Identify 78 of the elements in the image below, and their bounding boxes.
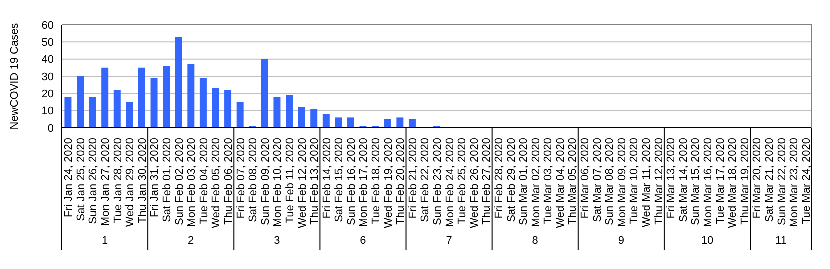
text: 2 [188, 235, 194, 247]
x-tick-label: Thu Feb 20, 2020 [395, 138, 408, 225]
x-tick-label: Tue Feb 18, 2020 [370, 138, 383, 224]
x-tick-label: Mon Feb 10, 2020 [272, 138, 284, 228]
x-tick-label: Sat Mar 21, 2020 [764, 138, 776, 222]
x-tick-label: Mon Mar 09, 2020 [616, 138, 628, 228]
x-tick-label: Sun Mar 22, 2020 [776, 138, 788, 226]
x-tick-label: Sat Mar 07, 2020 [592, 138, 604, 222]
x-tick-label: Fri Mar 13, 2020 [666, 138, 678, 219]
x-tick-label: Tue Mar 03, 2020 [542, 138, 555, 224]
x-tick-label: Sun Feb 23, 2020 [432, 138, 444, 226]
x-tick-label: Mon Feb 03, 2020 [186, 138, 198, 228]
x-tick-label: Tue Jan 28, 2020 [112, 138, 124, 224]
x-tick-label: Fri Feb 28, 2020 [493, 138, 506, 219]
x-tick-label: Sun Mar 08, 2020 [604, 138, 616, 226]
x-tick-label: Sun Mar 01, 2020 [518, 138, 530, 226]
x-tick-label: Sat Feb 15, 2020 [334, 138, 346, 222]
x-tick-label: Sun Mar 15, 2020 [690, 138, 702, 226]
x-tick-label: Thu Mar 12, 2020 [653, 138, 666, 225]
x-tick-label: Wed Jan 29, 2020 [124, 138, 137, 228]
y-tick-label: 10 [42, 106, 54, 118]
y-tick-label: 30 [42, 71, 54, 84]
x-tick-label: Fri Jan 31, 2020 [149, 138, 162, 218]
x-tick-label: Sat Feb 08, 2020 [248, 138, 260, 222]
x-tick-label: Wed Mar 18, 2020 [727, 138, 740, 228]
x-tick-label: Thu Mar 05, 2020 [567, 138, 580, 225]
x-tick-label: Wed Mar 04, 2020 [554, 138, 567, 228]
x-tick-label: Mon Feb 17, 2020 [358, 138, 370, 228]
x-tick-label: Tue Mar 10, 2020 [628, 138, 641, 224]
x-tick-label: Fri Feb 21, 2020 [407, 138, 420, 219]
x-tick-label: Sat Feb 01, 2020 [162, 138, 174, 222]
x-tick-label: Sat Feb 29, 2020 [506, 138, 518, 222]
x-tick-label: Tue Feb 11, 2020 [284, 138, 296, 224]
text: 1 [102, 235, 108, 247]
x-tick-label: Sun Feb 09, 2020 [260, 138, 272, 226]
x-tick-label: Tue Mar 17, 2020 [714, 138, 727, 224]
x-tick-label: Mon Mar 02, 2020 [530, 138, 542, 228]
x-tick-label: Fri Feb 07, 2020 [235, 138, 248, 219]
x-tick-label: Sat Jan 25, 2020 [75, 138, 88, 222]
x-tick-label: Sat Feb 22, 2020 [420, 138, 432, 222]
y-tick-label: 0 [48, 122, 54, 135]
text: 10 [701, 235, 714, 247]
x-tick-label: Fri Feb 14, 2020 [321, 138, 334, 219]
text: 7 [446, 235, 452, 247]
x-tick-label: Sun Feb 02, 2020 [174, 138, 186, 226]
x-tick-label: Thu Jan 30, 2020 [136, 138, 149, 224]
x-tick-label: Thu Feb 27, 2020 [481, 138, 494, 225]
text: 8 [532, 235, 538, 247]
y-axis-title: NewCOVID 19 Cases [8, 22, 21, 130]
text: 6 [360, 235, 366, 247]
x-tick-label: Wed Feb 26, 2020 [468, 138, 481, 228]
y-tick-label: 50 [42, 37, 54, 50]
y-tick-label: 20 [42, 88, 54, 101]
x-tick-label: Thu Feb 13, 2020 [309, 138, 322, 225]
x-tick-label: Thu Mar 19, 2020 [739, 138, 752, 225]
text: 11 [776, 235, 787, 247]
x-tick-label: Mon Jan 27, 2020 [100, 138, 112, 226]
text: 3 [274, 235, 280, 247]
text: 9 [618, 235, 624, 247]
x-tick-label: Thu Feb 06, 2020 [222, 138, 235, 225]
x-tick-label: Wed Feb 12, 2020 [296, 138, 309, 228]
x-tick-label: Mon Feb 24, 2020 [444, 138, 456, 228]
x-tick-label: Fri Mar 06, 2020 [580, 138, 592, 219]
x-tick-label: Tue Feb 25, 2020 [456, 138, 469, 224]
y-tick-label: 40 [42, 54, 54, 66]
x-tick-label: Fri Jan 24, 2020 [63, 138, 76, 218]
x-tick-label: Wed Mar 11, 2020 [641, 138, 654, 228]
y-tick-label: 60 [42, 20, 54, 32]
x-tick-label: Sun Jan 26, 2020 [88, 138, 100, 224]
x-tick-label: Wed Feb 19, 2020 [382, 138, 395, 228]
x-tick-label: Tue Feb 04, 2020 [198, 138, 210, 224]
x-tick-label: Fri Mar 20, 2020 [752, 138, 764, 219]
x-tick-label: Tue Mar 24, 2020 [800, 138, 813, 224]
x-tick-label: Mon Mar 16, 2020 [702, 138, 714, 228]
x-tick-label: Mon Mar 23, 2020 [788, 138, 801, 228]
x-tick-label: Wed Feb 05, 2020 [210, 138, 223, 228]
x-tick-label: Sun Feb 16, 2020 [346, 138, 358, 226]
x-tick-label: Sat Mar 14, 2020 [678, 138, 690, 222]
